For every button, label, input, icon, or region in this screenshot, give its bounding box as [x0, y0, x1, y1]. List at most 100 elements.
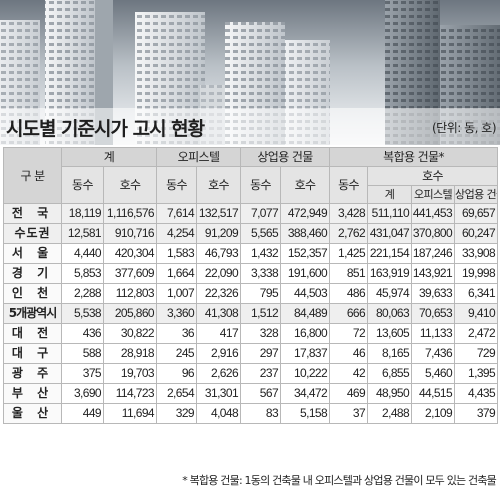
cell: 5,158 — [280, 403, 331, 424]
apartment-buildings-image — [0, 0, 500, 145]
cell: 3,428 — [329, 203, 369, 224]
cell: 83 — [240, 403, 282, 424]
cell: 329 — [156, 403, 198, 424]
cell: 7,436 — [411, 343, 456, 364]
cell: 80,063 — [367, 303, 413, 324]
header-officetel: 오피스텔 — [156, 147, 242, 167]
table-row: 서 울 4,440 420,304 1,583 46,793 1,432 152… — [3, 243, 499, 264]
header-ho: 호수 — [367, 166, 499, 186]
cell: 2,626 — [196, 363, 242, 384]
cell: 45,974 — [367, 283, 413, 304]
cell: 46,793 — [196, 243, 242, 264]
cell: 112,803 — [102, 283, 158, 304]
cell: 70,653 — [411, 303, 456, 324]
row-label: 경 기 — [3, 263, 62, 284]
cell: 2,288 — [61, 283, 104, 304]
cell: 34,472 — [280, 383, 331, 404]
header-ho: 호수 — [280, 166, 331, 204]
cell: 22,090 — [196, 263, 242, 284]
header-dong: 동수 — [329, 166, 369, 204]
row-label: 수도권 — [3, 223, 62, 244]
cell: 41,308 — [196, 303, 242, 324]
cell: 16,800 — [280, 323, 331, 344]
header-banner: 시도별 기준시가 고시 현황 (단위: 동, 호) — [0, 0, 500, 145]
cell: 18,119 — [61, 203, 104, 224]
cell: 4,254 — [156, 223, 198, 244]
table-row: 인 천 2,288 112,803 1,007 22,326 795 44,50… — [3, 283, 499, 304]
header-mixed-total: 계 — [367, 185, 413, 204]
cell: 370,800 — [411, 223, 456, 244]
cell: 3,360 — [156, 303, 198, 324]
cell: 379 — [454, 403, 499, 424]
cell: 328 — [240, 323, 282, 344]
table-row: 전 국 18,119 1,116,576 7,614 132,517 7,077… — [3, 203, 499, 224]
cell: 42 — [329, 363, 369, 384]
cell: 486 — [329, 283, 369, 304]
cell: 36 — [156, 323, 198, 344]
cell: 245 — [156, 343, 198, 364]
cell: 22,326 — [196, 283, 242, 304]
page-title: 시도별 기준시가 고시 현황 — [6, 118, 205, 140]
cell: 795 — [240, 283, 282, 304]
cell: 6,341 — [454, 283, 499, 304]
cell: 375 — [61, 363, 104, 384]
table-row: 대 전 436 30,822 36 417 328 16,800 72 13,6… — [3, 323, 499, 344]
cell: 19,998 — [454, 263, 499, 284]
header-category: 구 분 — [3, 147, 62, 204]
cell: 511,110 — [367, 203, 413, 224]
table-row: 대 구 588 28,918 245 2,916 297 17,837 46 8… — [3, 343, 499, 364]
cell: 191,600 — [280, 263, 331, 284]
cell: 7,077 — [240, 203, 282, 224]
cell: 5,460 — [411, 363, 456, 384]
cell: 851 — [329, 263, 369, 284]
cell: 5,565 — [240, 223, 282, 244]
header-commercial: 상업용 건물 — [240, 147, 331, 167]
cell: 910,716 — [102, 223, 158, 244]
header-dong: 동수 — [61, 166, 104, 204]
cell: 48,950 — [367, 383, 413, 404]
header-total: 계 — [60, 147, 158, 167]
cell: 31,301 — [196, 383, 242, 404]
header-mixed-commercial: 상업용 건물 — [454, 185, 499, 204]
cell: 441,453 — [411, 203, 456, 224]
cell: 1,512 — [240, 303, 282, 324]
cell: 4,440 — [61, 243, 104, 264]
table-row: 광 주 375 19,703 96 2,626 237 10,222 42 6,… — [3, 363, 499, 384]
cell: 114,723 — [102, 383, 158, 404]
row-label: 인 천 — [3, 283, 62, 304]
cell: 5,538 — [61, 303, 104, 324]
cell: 666 — [329, 303, 369, 324]
table-row: 부 산 3,690 114,723 2,654 31,301 567 34,47… — [3, 383, 499, 404]
cell: 1,007 — [156, 283, 198, 304]
cell: 7,614 — [156, 203, 198, 224]
data-table: 구 분 계 오피스텔 상업용 건물 복합용 건물* 동수 호수 동수 호수 동수… — [3, 147, 499, 424]
cell: 5,853 — [61, 263, 104, 284]
row-label: 광 주 — [3, 363, 62, 384]
row-label: 5개광역시 — [3, 303, 62, 324]
cell: 417 — [196, 323, 242, 344]
cell: 39,633 — [411, 283, 456, 304]
cell: 152,357 — [280, 243, 331, 264]
row-label: 울 산 — [3, 403, 62, 424]
cell: 449 — [61, 403, 104, 424]
cell: 11,133 — [411, 323, 456, 344]
row-label: 부 산 — [3, 383, 62, 404]
cell: 187,246 — [411, 243, 456, 264]
cell: 132,517 — [196, 203, 242, 224]
cell: 91,209 — [196, 223, 242, 244]
table-row: 수도권 12,581 910,716 4,254 91,209 5,565 38… — [3, 223, 499, 244]
cell: 163,919 — [367, 263, 413, 284]
cell: 9,410 — [454, 303, 499, 324]
cell: 2,916 — [196, 343, 242, 364]
cell: 1,116,576 — [102, 203, 158, 224]
cell: 1,395 — [454, 363, 499, 384]
cell: 84,489 — [280, 303, 331, 324]
cell: 96 — [156, 363, 198, 384]
table-row: 5개광역시 5,538 205,860 3,360 41,308 1,512 8… — [3, 303, 499, 324]
cell: 2,472 — [454, 323, 499, 344]
row-label: 대 전 — [3, 323, 62, 344]
cell: 28,918 — [102, 343, 158, 364]
cell: 2,654 — [156, 383, 198, 404]
cell: 30,822 — [102, 323, 158, 344]
cell: 143,921 — [411, 263, 456, 284]
